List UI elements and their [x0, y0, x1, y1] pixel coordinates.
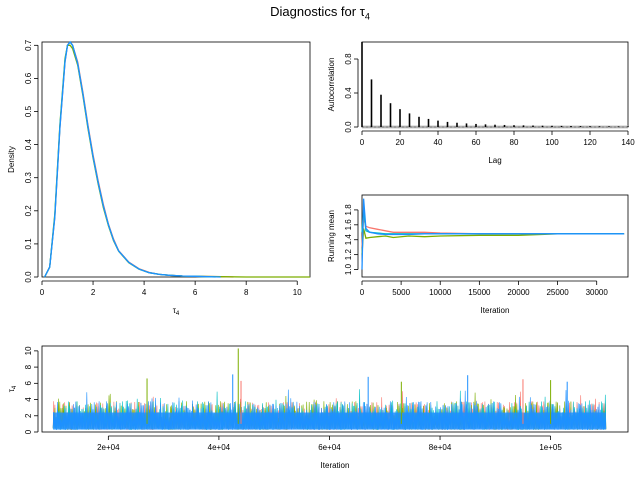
density-y-axis-label: Density	[7, 146, 16, 173]
density-series-blue	[44, 40, 221, 278]
density-series-teal	[44, 40, 216, 278]
trace-y-axis-label: τ4	[7, 385, 18, 392]
autocorrelation-x-tick-label: 40	[434, 138, 443, 147]
figure-title-symbol: τ	[359, 4, 365, 19]
autocorrelation-x-tick-label: 140	[621, 138, 635, 147]
running-mean-y-tick-label: 1.8	[344, 204, 353, 216]
trace-y-tick-label: 2	[24, 413, 33, 418]
figure-title-text: Diagnostics for	[270, 4, 360, 19]
running-mean-y-tick-label: 1.6	[344, 219, 353, 231]
running-mean-y-axis-label: Running mean	[327, 210, 336, 262]
running-mean-plot-frame	[361, 194, 629, 278]
density-y-tick-label: 0.4	[24, 138, 33, 150]
autocorrelation-x-tick-label: 20	[396, 138, 405, 147]
autocorrelation-x-tick-label: 100	[545, 138, 559, 147]
running-mean-x-tick-label: 15000	[468, 288, 491, 297]
density-x-tick-label: 0	[40, 288, 45, 297]
trace-y-tick-label: 4	[24, 397, 33, 402]
running-mean-x-tick-label: 25000	[546, 288, 569, 297]
autocorrelation-x-tick-label: 60	[472, 138, 481, 147]
trace-x-tick-label: 6e+04	[318, 443, 341, 452]
figure-title-subscript: 4	[364, 11, 370, 22]
trace-y-tick-label: 0	[24, 429, 33, 434]
running-mean-x-axis-label: Iteration	[481, 306, 510, 315]
trace-y-tick-label: 8	[24, 364, 33, 369]
density-plot-frame	[41, 41, 311, 278]
density-y-tick-label: 0.7	[24, 39, 33, 51]
density-y-tick-label: 0.5	[24, 105, 33, 117]
trace-y-tick-label: 6	[24, 381, 33, 386]
autocorrelation-panel: 0 20 40 60 80 100 120 140 0.0 0.4 0.8 Lag Autocorrel…	[327, 41, 635, 165]
density-y-tick-label: 0.3	[24, 172, 33, 184]
density-y-tick-label: 0.1	[24, 238, 33, 250]
density-x-axis-label-symbol: τ	[173, 306, 177, 315]
trace-y-axis-label-symbol: τ	[7, 388, 16, 392]
trace-x-tick-label: 8e+04	[429, 443, 452, 452]
autocorrelation-plot-frame	[361, 41, 629, 128]
density-x-tick-label: 4	[142, 288, 147, 297]
density-x-tick-label: 2	[91, 288, 96, 297]
trace-x-tick-label: 4e+04	[208, 443, 231, 452]
density-x-tick-label: 6	[193, 288, 198, 297]
running-mean-series-red	[361, 217, 625, 248]
trace-x-tick-label: 2e+04	[97, 443, 120, 452]
autocorrelation-y-axis-label: Autocorrelation	[327, 58, 336, 112]
running-mean-x-tick-label: 30000	[586, 288, 609, 297]
density-x-tick-label: 10	[293, 288, 302, 297]
trace-y-axis-label-subscript: 4	[12, 385, 18, 389]
trace-x-tick-label: 1e+05	[539, 443, 562, 452]
density-y-tick-label: 0.6	[24, 72, 33, 84]
autocorrelation-x-axis-label: Lag	[488, 156, 501, 165]
autocorrelation-x-tick-label: 80	[510, 138, 519, 147]
density-x-tick-label: 8	[244, 288, 249, 297]
autocorrelation-y-tick-label: 0.0	[344, 121, 353, 133]
density-series-red	[44, 40, 234, 278]
running-mean-series-blue	[361, 198, 625, 270]
figure-title: Diagnostics for τ4	[0, 4, 640, 22]
running-mean-y-tick-label: 1.2	[344, 249, 353, 261]
density-series-green	[44, 44, 310, 278]
running-mean-y-tick-label: 1.0	[344, 263, 353, 275]
autocorrelation-x-tick-label: 0	[360, 138, 365, 147]
running-mean-x-tick-label: 5000	[392, 288, 410, 297]
autocorrelation-y-tick-label: 0.8	[344, 53, 353, 65]
running-mean-y-tick-label: 1.4	[344, 234, 353, 246]
trace-plot-frame	[41, 345, 629, 433]
trace-panel: 2e+04 4e+04 6e+04 8e+04 1e+05 0 2 4 6 8 10 Iteratio…	[7, 345, 629, 470]
autocorrelation-x-tick-label: 120	[583, 138, 597, 147]
trace-y-tick-label: 10	[24, 346, 33, 355]
running-mean-x-tick-label: 10000	[429, 288, 452, 297]
trace-x-axis-label: Iteration	[321, 461, 350, 470]
running-mean-panel: 0 5000 10000 15000 20000 25000 30000 1.0 1.2 1.4 1…	[327, 194, 629, 315]
running-mean-series-teal	[361, 209, 625, 235]
density-x-axis-label-subscript: 4	[176, 311, 180, 317]
running-mean-x-tick-label: 20000	[507, 288, 530, 297]
running-mean-x-tick-label: 0	[360, 288, 365, 297]
density-y-tick-label: 0.0	[24, 271, 33, 283]
autocorrelation-y-tick-label: 0.4	[344, 87, 353, 99]
density-x-axis-label: τ4	[173, 306, 180, 317]
density-y-tick-label: 0.2	[24, 205, 33, 217]
